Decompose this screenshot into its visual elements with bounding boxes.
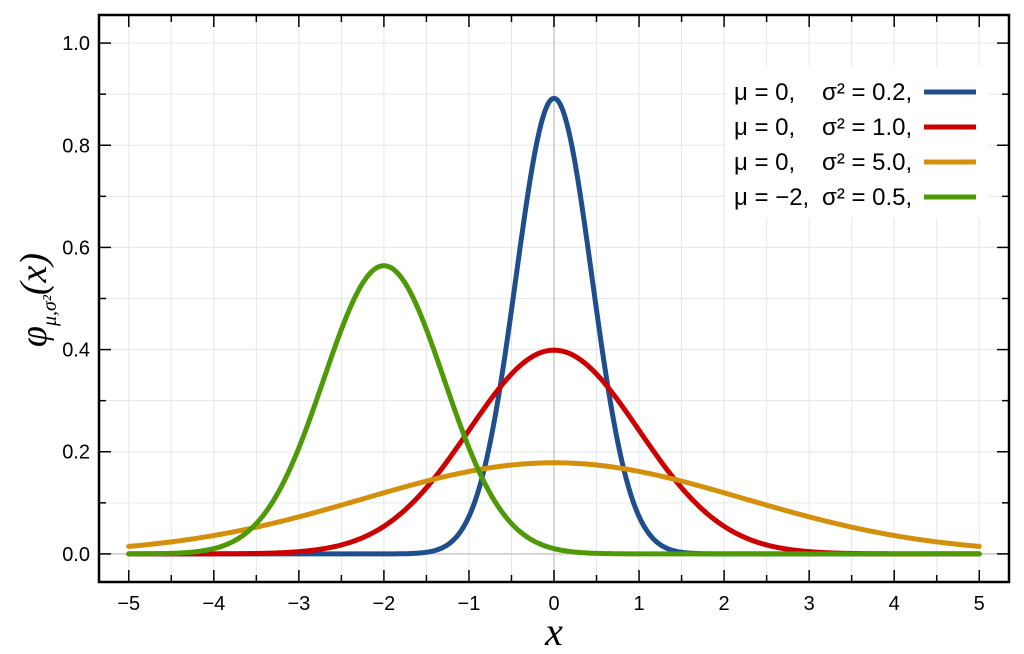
legend-mu-label: μ = 0, [734, 114, 795, 141]
y-tick-label: 0.8 [62, 135, 90, 157]
x-axis-label: x [544, 609, 563, 654]
svg-text:φμ,σ²(x): φμ,σ²(x) [13, 253, 61, 347]
series-line-3 [126, 460, 982, 549]
x-tick-label: 4 [889, 593, 900, 615]
x-tick-label: −2 [373, 593, 396, 615]
y-tick-label: 0.2 [62, 442, 90, 464]
legend-mu-label: μ = −2, [734, 184, 809, 211]
legend-sigma-label: σ² = 1.0, [822, 114, 912, 141]
x-tick-label: −4 [202, 593, 225, 615]
legend-mu-label: μ = 0, [734, 149, 795, 176]
series-line-4 [126, 263, 982, 557]
x-tick-label: −5 [117, 593, 140, 615]
legend-sigma-label: σ² = 0.2, [822, 79, 912, 106]
y-tick-label: 0.0 [62, 544, 90, 566]
y-axis-label-subscript: μ,σ² [39, 294, 61, 327]
y-axis-label-argument: (x) [13, 253, 55, 295]
x-tick-label: −3 [287, 593, 310, 615]
legend-mu-label: μ = 0, [734, 79, 795, 106]
legend-sigma-label: σ² = 0.5, [822, 184, 912, 211]
y-axis-label: φμ,σ²(x) [13, 253, 61, 347]
x-tick-label: 2 [719, 593, 730, 615]
x-tick-label: 5 [974, 593, 985, 615]
axis-ticks: −5 −4 −3 −2 −1 0 1 2 3 4 5 0.0 0.2 0.4 0.6 0.8 1.0 [62, 15, 1009, 615]
legend-sigma-label: σ² = 5.0, [822, 149, 912, 176]
series-lines [126, 95, 982, 557]
y-tick-label: 0.6 [62, 237, 90, 259]
x-tick-label: 1 [633, 593, 644, 615]
legend: μ = 0, σ² = 0.2, μ = 0, σ² = 1.0, μ = 0, σ² =… [726, 66, 988, 218]
y-tick-label: 1.0 [62, 33, 90, 55]
x-tick-label: −1 [458, 593, 481, 615]
y-axis-label-symbol: φ [13, 326, 55, 347]
x-tick-label: 0 [548, 593, 559, 615]
y-tick-label: 0.4 [62, 340, 90, 362]
x-tick-label: 3 [804, 593, 815, 615]
